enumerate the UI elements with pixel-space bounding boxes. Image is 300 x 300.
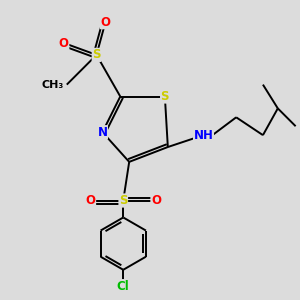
Text: O: O — [59, 37, 69, 50]
Text: S: S — [92, 48, 101, 62]
Text: O: O — [85, 194, 96, 207]
Text: S: S — [119, 194, 128, 207]
Text: O: O — [151, 194, 161, 207]
Text: N: N — [98, 126, 107, 139]
Text: NH: NH — [194, 129, 213, 142]
Text: Cl: Cl — [117, 280, 130, 292]
Text: O: O — [100, 16, 110, 29]
Text: S: S — [160, 90, 169, 103]
Text: CH₃: CH₃ — [42, 80, 64, 90]
